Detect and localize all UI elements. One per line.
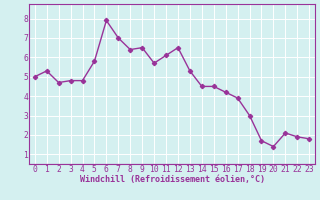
X-axis label: Windchill (Refroidissement éolien,°C): Windchill (Refroidissement éolien,°C)	[79, 175, 265, 184]
